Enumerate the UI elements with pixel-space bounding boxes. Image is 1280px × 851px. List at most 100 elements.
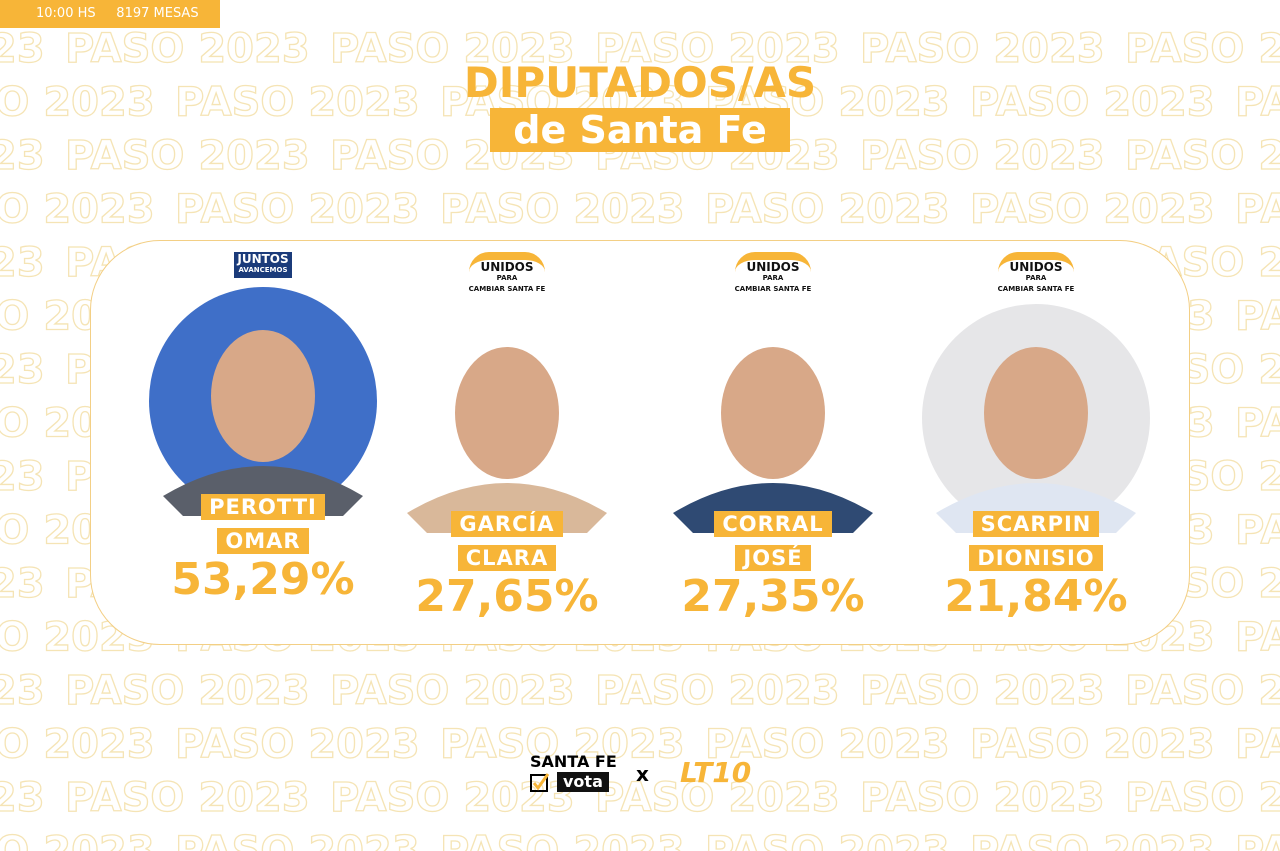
watermark-text: PASO 2023 bbox=[1235, 829, 1280, 851]
watermark-text: PASO 2023 bbox=[0, 80, 155, 126]
party-text: CAMBIAR SANTA FE bbox=[734, 285, 812, 293]
brand-lt10: LT10 bbox=[680, 756, 752, 789]
photo-face bbox=[455, 347, 559, 479]
watermark-text: PASO 2023 bbox=[0, 775, 45, 821]
party-logo: UNIDOS PARA CAMBIAR SANTA FE bbox=[734, 252, 812, 295]
watermark-text: PASO 2023 bbox=[65, 668, 310, 714]
watermark-text: PASO 2023 bbox=[1235, 508, 1280, 554]
party-text: JUNTOS bbox=[237, 252, 289, 266]
watermark-text: PASO 2023 bbox=[1125, 26, 1280, 72]
surname: GARCÍA bbox=[451, 511, 563, 537]
watermark-text: PASO 2023 bbox=[970, 829, 1215, 851]
photo-face bbox=[211, 330, 315, 462]
surname: CORRAL bbox=[714, 511, 832, 537]
watermark-text: PASO 2023 bbox=[1125, 668, 1280, 714]
watermark-text: PASO 2023 bbox=[330, 775, 575, 821]
brand-santafe: SANTA FE bbox=[530, 752, 617, 771]
watermark-text: PASO 2023 bbox=[440, 722, 685, 768]
watermark-text: PASO 2023 bbox=[1125, 775, 1280, 821]
watermark-text: PASO 2023 bbox=[0, 240, 45, 286]
percent: 27,35% bbox=[681, 571, 865, 622]
photo bbox=[922, 304, 1150, 533]
separator: x bbox=[636, 762, 649, 786]
first-name: JOSÉ bbox=[735, 545, 811, 571]
first-name: CLARA bbox=[457, 545, 557, 571]
surname: SCARPIN bbox=[972, 511, 1100, 537]
first-name: DIONISIO bbox=[969, 545, 1103, 571]
title: DIPUTADOS/AS bbox=[463, 58, 817, 107]
subtitle: de Santa Fe bbox=[490, 108, 790, 152]
watermark-text: PASO 2023 bbox=[330, 668, 575, 714]
photo bbox=[149, 287, 377, 516]
watermark-text: PASO 2023 bbox=[970, 722, 1215, 768]
party-text: UNIDOS bbox=[480, 260, 534, 274]
watermark-text: PASO 2023 bbox=[970, 80, 1215, 126]
percent: 53,29% bbox=[171, 554, 355, 605]
party-text: AVANCEMOS bbox=[238, 266, 288, 274]
header-badge: 10:00 HS 8197 MESAS bbox=[0, 0, 220, 28]
watermark-text: PASO 2023 bbox=[705, 187, 950, 233]
watermark-text: PASO 2023 bbox=[0, 347, 45, 393]
watermark-text: PASO 2023 bbox=[0, 133, 45, 179]
watermark-text: PASO 2023 bbox=[175, 722, 420, 768]
watermark-text: PASO 2023 bbox=[1235, 722, 1280, 768]
watermark-text: PASO 2023 bbox=[0, 561, 45, 607]
watermark-text: PASO 2023 bbox=[65, 26, 310, 72]
watermark-text: PASO 2023 bbox=[0, 829, 155, 851]
brand-vota: vota bbox=[557, 772, 609, 792]
photo-face bbox=[721, 347, 825, 479]
watermark-text: PASO 2023 bbox=[1235, 401, 1280, 447]
photo-face bbox=[984, 347, 1088, 479]
time: 10:00 HS bbox=[36, 6, 96, 21]
watermark-text: PASO 2023 bbox=[860, 775, 1105, 821]
watermark-text: PASO 2023 bbox=[175, 187, 420, 233]
party-text: PARA bbox=[496, 274, 518, 282]
watermark-text: PASO 2023 bbox=[1235, 187, 1280, 233]
party-text: PARA bbox=[762, 274, 784, 282]
watermark-text: PASO 2023 bbox=[175, 80, 420, 126]
first-name: OMAR bbox=[217, 528, 309, 554]
watermark-text: PASO 2023 bbox=[0, 187, 155, 233]
watermark-text: PASO 2023 bbox=[175, 829, 420, 851]
watermark-text: PASO 2023 bbox=[1235, 80, 1280, 126]
watermark-text: PASO 2023 bbox=[65, 775, 310, 821]
party-logo: UNIDOS PARA CAMBIAR SANTA FE bbox=[997, 252, 1075, 295]
photo bbox=[393, 304, 621, 533]
watermark-text: PASO 2023 bbox=[595, 775, 840, 821]
watermark-text: PASO 2023 bbox=[860, 133, 1105, 179]
watermark-text: PASO 2023 bbox=[860, 668, 1105, 714]
watermark-text: PASO 2023 bbox=[860, 26, 1105, 72]
surname: PEROTTI bbox=[201, 494, 325, 520]
watermark-text: PASO 2023 bbox=[1235, 294, 1280, 340]
watermark-text: PASO 2023 bbox=[65, 133, 310, 179]
candidate: UNIDOS PARA CAMBIAR SANTA FE SCARPIN DIONI… bbox=[906, 252, 1166, 622]
photo bbox=[659, 304, 887, 533]
candidate: JUNTOS AVANCEMOS PEROTTI OMAR 53,29% bbox=[133, 252, 393, 605]
party-text: UNIDOS bbox=[1009, 260, 1063, 274]
watermark-text: PASO 2023 bbox=[595, 668, 840, 714]
party-text: PARA bbox=[1025, 274, 1047, 282]
watermark-text: PASO 2023 bbox=[705, 829, 950, 851]
candidate: UNIDOS PARA CAMBIAR SANTA FE GARCÍA CLARA … bbox=[377, 252, 637, 622]
party-text: CAMBIAR SANTA FE bbox=[468, 285, 546, 293]
watermark-text: PASO 2023 bbox=[440, 187, 685, 233]
percent: 27,65% bbox=[415, 571, 599, 622]
watermark-text: PASO 2023 bbox=[330, 26, 575, 72]
party-text: UNIDOS bbox=[746, 260, 800, 274]
watermark-text: PASO 2023 bbox=[0, 454, 45, 500]
party-logo: JUNTOS AVANCEMOS bbox=[234, 252, 292, 278]
watermark-text: PASO 2023 bbox=[1125, 133, 1280, 179]
percent: 21,84% bbox=[944, 571, 1128, 622]
candidate: UNIDOS PARA CAMBIAR SANTA FE CORRAL JOSÉ 2… bbox=[643, 252, 903, 622]
watermark-text: PASO 2023 bbox=[0, 26, 45, 72]
watermark-text: PASO 2023 bbox=[0, 668, 45, 714]
check-icon bbox=[530, 773, 550, 792]
watermark-text: PASO 2023 bbox=[595, 26, 840, 72]
watermark-text: PASO 2023 bbox=[1235, 615, 1280, 661]
watermark-text: PASO 2023 bbox=[0, 722, 155, 768]
watermark-text: PASO 2023 bbox=[970, 187, 1215, 233]
watermark-text: PASO 2023 bbox=[705, 722, 950, 768]
party-logo: UNIDOS PARA CAMBIAR SANTA FE bbox=[468, 252, 546, 295]
party-text: CAMBIAR SANTA FE bbox=[997, 285, 1075, 293]
